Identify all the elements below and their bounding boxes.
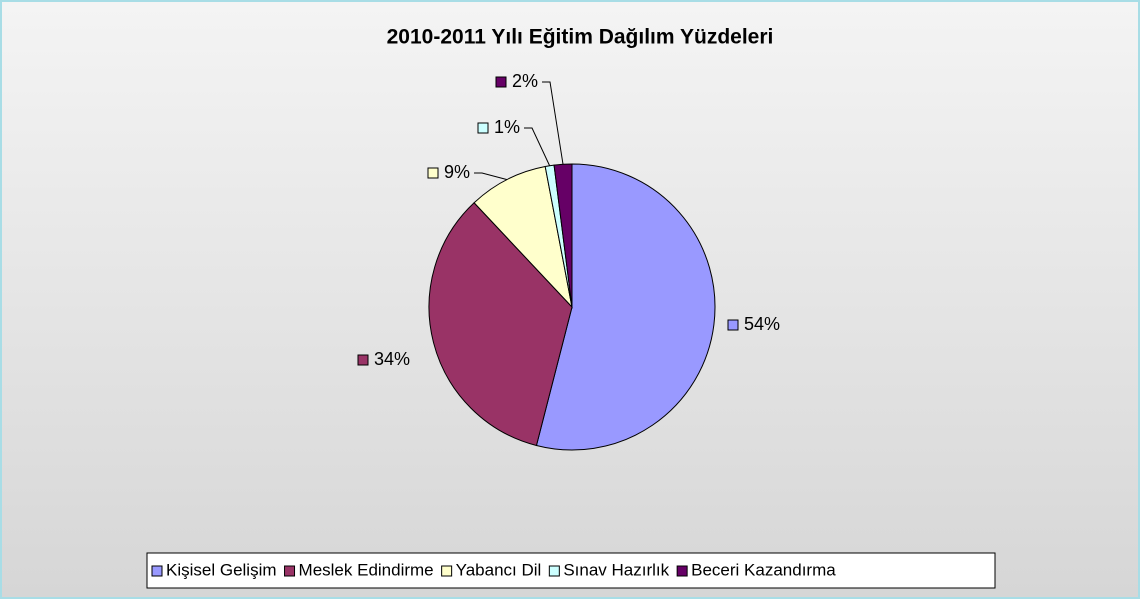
legend-marker	[284, 565, 296, 577]
legend-label: Kişisel Gelişim	[166, 560, 277, 579]
label-marker	[427, 167, 439, 179]
legend-marker	[676, 565, 688, 577]
label-marker	[477, 122, 489, 134]
pie-slice	[535, 163, 716, 451]
pie-slice	[473, 165, 573, 309]
legend-marker	[548, 565, 560, 577]
pie-slice	[428, 202, 573, 447]
label-marker	[727, 319, 739, 331]
data-label: 1%	[494, 117, 520, 137]
legend-label: Sınav Hazırlık	[563, 560, 669, 579]
label-marker	[495, 76, 507, 88]
leader-line	[542, 81, 564, 165]
legend-marker	[151, 565, 163, 577]
data-label: 34%	[374, 349, 410, 369]
chart-title: 2010-2011 Yılı Eğitim Dağılım Yüzdeleri	[387, 26, 774, 49]
pie-slice	[553, 163, 573, 308]
data-label: 9%	[444, 162, 470, 182]
data-label: 2%	[512, 71, 538, 91]
legend-label: Beceri Kazandırma	[691, 560, 836, 579]
legend-marker	[441, 565, 453, 577]
legend-label: Yabancı Dil	[456, 560, 542, 579]
legend-label: Meslek Edindirme	[299, 560, 434, 579]
leader-line	[524, 127, 551, 166]
data-label: 54%	[744, 314, 780, 334]
leader-line	[474, 172, 508, 181]
label-marker	[357, 354, 369, 366]
